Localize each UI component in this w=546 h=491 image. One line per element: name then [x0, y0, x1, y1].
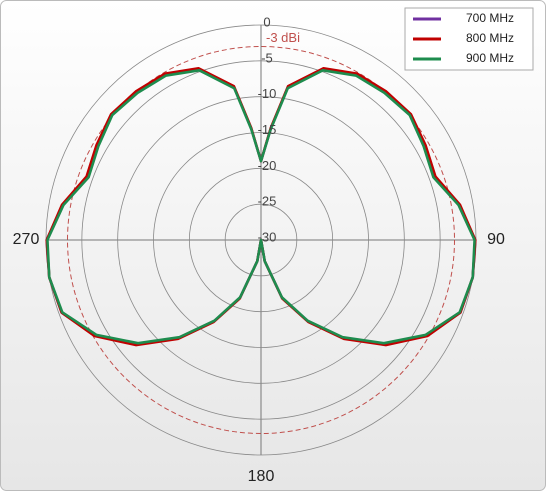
angle-tick-label: 90: [487, 231, 505, 248]
radial-tick-label: 0: [263, 14, 270, 29]
radial-tick-label: -5: [261, 50, 273, 65]
radial-tick-label: -30: [258, 229, 277, 244]
radial-tick-label: -20: [258, 158, 277, 173]
legend-label: 800 MHz: [466, 31, 514, 45]
legend-label: 700 MHz: [466, 11, 514, 25]
radial-tick-label: -10: [258, 86, 277, 101]
reference-label: -3 dBi: [266, 30, 300, 45]
grid-ring: [153, 132, 369, 348]
series-line: [46, 68, 476, 345]
angle-tick-label: 180: [248, 468, 275, 485]
grid-ring: [81, 60, 441, 420]
reference-ring: [67, 46, 455, 434]
radial-tick-label: -15: [258, 122, 277, 137]
legend-label: 900 MHz: [466, 51, 514, 65]
grid-ring: [117, 96, 405, 384]
grid-ring: [188, 167, 334, 313]
radial-tick-label: -25: [258, 194, 277, 209]
angle-tick-label: 270: [13, 231, 40, 248]
grid-ring: [224, 203, 298, 277]
